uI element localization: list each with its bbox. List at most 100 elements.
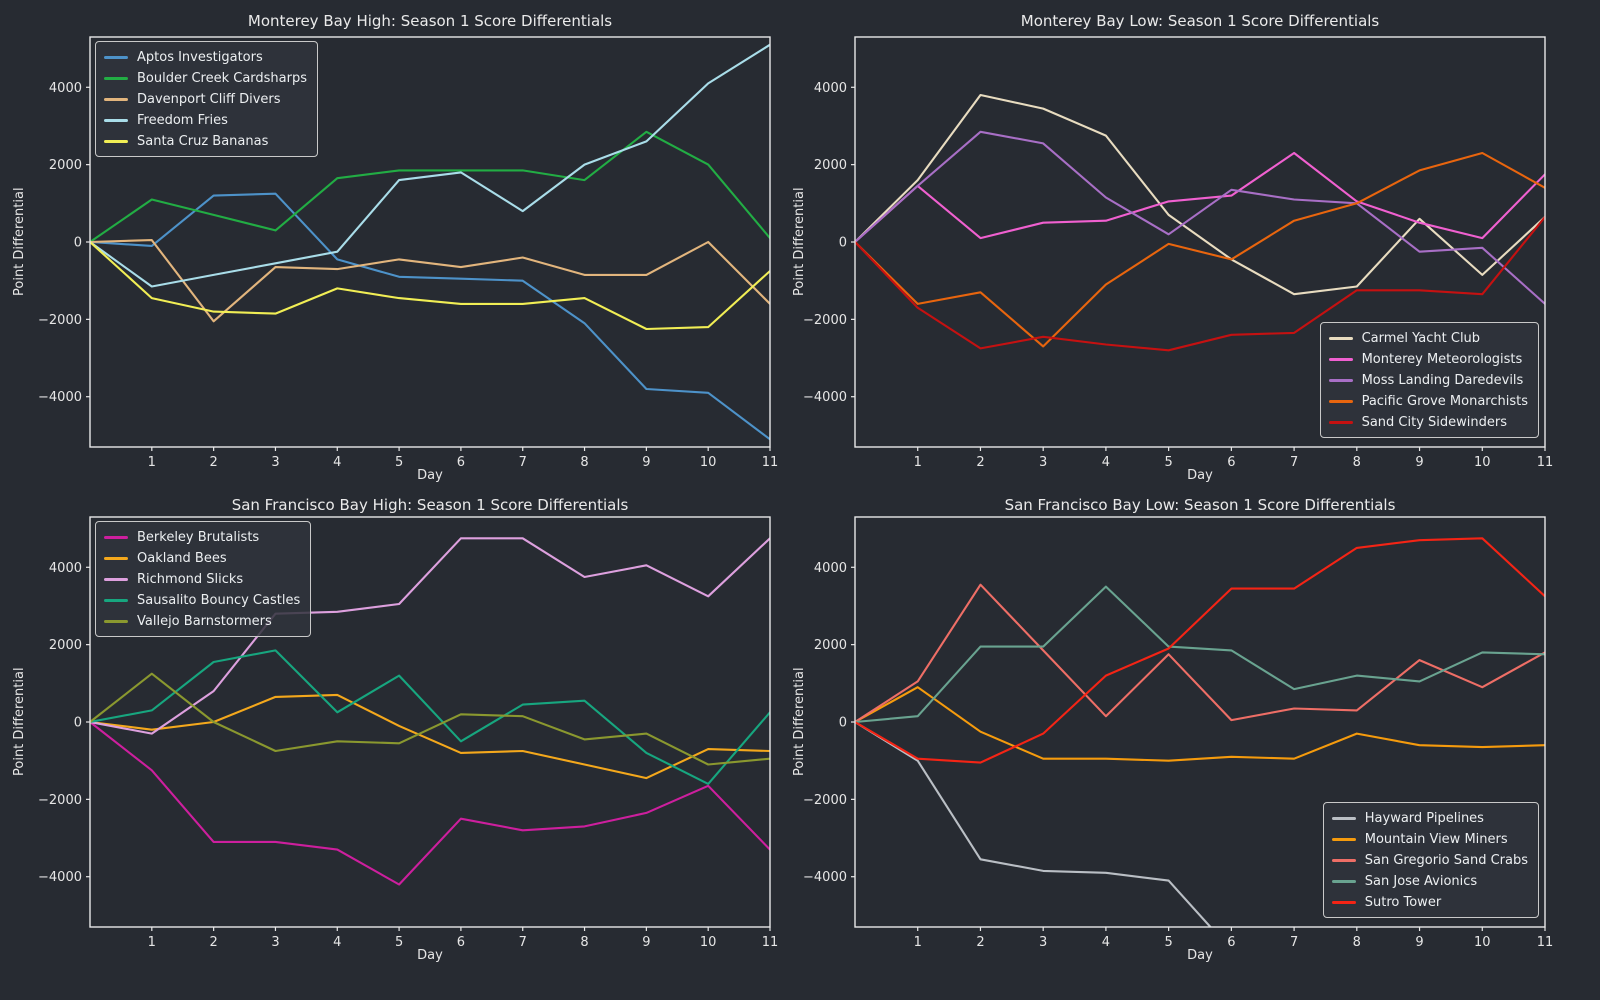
legend-item: Aptos Investigators <box>104 48 307 66</box>
legend-item: Monterey Meteorologists <box>1328 350 1528 368</box>
axes-spines <box>854 516 1546 928</box>
x-tick-label: 6 <box>1227 935 1235 950</box>
series-line <box>90 240 770 331</box>
x-tick-label: 9 <box>1415 935 1423 950</box>
x-axis-label: Day <box>417 468 443 483</box>
x-tick-label: 11 <box>762 935 779 950</box>
legend-swatch <box>104 535 128 539</box>
chart-title: San Francisco Bay Low: Season 1 Score Di… <box>1004 496 1396 514</box>
series-line <box>90 192 770 441</box>
legend-item: Vallejo Barnstormers <box>104 612 300 630</box>
x-tick-label: 3 <box>271 935 279 950</box>
x-tick-label: 10 <box>700 935 717 950</box>
x-tick-label: 3 <box>1039 455 1047 470</box>
x-tick-label: 6 <box>457 935 465 950</box>
plot-area: 1 2 3 4 5 6 7 8 9 10 11 −4000 −2000 0 2000 4000 <box>803 516 1553 950</box>
legend-item: Richmond Slicks <box>104 570 300 588</box>
legend-label: Freedom Fries <box>137 112 228 128</box>
legend-item: Hayward Pipelines <box>1331 809 1528 827</box>
series-line <box>855 537 1545 764</box>
series-line <box>855 130 1545 305</box>
legend-label: Monterey Meteorologists <box>1361 351 1523 367</box>
legend-item: Pacific Grove Monarchists <box>1328 392 1528 410</box>
x-tick-label: 1 <box>914 455 922 470</box>
x-tick-label: 2 <box>976 935 984 950</box>
legend-item: Sutro Tower <box>1331 893 1528 911</box>
legend-swatch <box>1328 399 1353 403</box>
legend-swatch <box>1331 858 1356 862</box>
x-tick-label: 4 <box>1102 455 1110 470</box>
legend-swatch <box>104 577 128 581</box>
legend-swatch <box>1328 378 1353 382</box>
chart-panel-monterey-bay-high: Monterey Bay High: Season 1 Score Differ… <box>0 0 800 500</box>
y-tick-label: −4000 <box>803 870 847 885</box>
y-tick-label: 0 <box>74 716 82 731</box>
y-tick-label: 2000 <box>49 638 82 653</box>
x-tick-label: 1 <box>148 935 156 950</box>
x-tick-label: 6 <box>457 455 465 470</box>
legend-item: San Jose Avionics <box>1331 872 1528 890</box>
legend-item: San Gregorio Sand Crabs <box>1331 851 1528 869</box>
legend-swatch <box>1331 879 1356 883</box>
y-tick-label: −2000 <box>803 793 847 808</box>
x-tick-label: 10 <box>1474 455 1491 470</box>
y-tick-label: −4000 <box>38 870 82 885</box>
x-tick-label: 9 <box>642 455 650 470</box>
legend-swatch <box>1328 336 1353 340</box>
series-line <box>90 537 770 735</box>
axes-spines <box>89 516 771 928</box>
chart-panel-san-francisco-bay-high: San Francisco Bay High: Season 1 Score D… <box>0 496 800 1000</box>
chart-title: San Francisco Bay High: Season 1 Score D… <box>231 496 629 514</box>
legend-swatch <box>1328 357 1353 361</box>
series-line <box>855 151 1545 244</box>
y-tick-label: 4000 <box>814 561 847 576</box>
legend-label: Moss Landing Daredevils <box>1361 372 1524 388</box>
plot-area: 1 2 3 4 5 6 7 8 9 10 11 −4000 −2000 0 2000 4000 <box>38 516 779 950</box>
legend-swatch <box>104 97 128 101</box>
x-axis-label: Day <box>1187 948 1213 963</box>
x-tick-label: 5 <box>1164 935 1172 950</box>
series-line <box>855 585 1545 724</box>
legend-label: Oakland Bees <box>137 550 227 566</box>
legend-label: Hayward Pipelines <box>1364 810 1484 826</box>
x-tick-label: 3 <box>271 455 279 470</box>
legend: Berkeley Brutalists Oakland Bees Richmond … <box>95 521 312 637</box>
series-line <box>855 151 1545 348</box>
y-tick-label: −2000 <box>38 313 82 328</box>
legend-label: Pacific Grove Monarchists <box>1361 393 1528 409</box>
y-tick-label: 0 <box>839 716 847 731</box>
legend-swatch <box>1331 837 1356 841</box>
series-line <box>90 720 770 886</box>
legend-label: Sausalito Bouncy Castles <box>137 592 301 608</box>
legend-label: Santa Cruz Bananas <box>137 133 269 149</box>
x-tick-label: 8 <box>1353 935 1361 950</box>
series-line <box>855 93 1545 296</box>
legend-swatch <box>104 55 128 59</box>
series-line <box>90 130 770 244</box>
legend-label: Aptos Investigators <box>137 49 263 65</box>
series-line <box>90 239 770 323</box>
legend-item: Boulder Creek Cardsharps <box>104 69 307 87</box>
chart-panel-monterey-bay-low: Monterey Bay Low: Season 1 Score Differe… <box>792 0 1600 500</box>
x-tick-label: 2 <box>209 455 217 470</box>
legend-item: Sausalito Bouncy Castles <box>104 591 300 609</box>
legend-label: Davenport Cliff Divers <box>137 91 281 107</box>
x-tick-label: 10 <box>1474 935 1491 950</box>
x-tick-label: 1 <box>914 935 922 950</box>
x-tick-label: 6 <box>1227 455 1235 470</box>
legend-label: Vallejo Barnstormers <box>137 613 272 629</box>
legend-label: Mountain View Miners <box>1364 831 1508 847</box>
legend-item: Davenport Cliff Divers <box>104 90 307 108</box>
legend-item: Freedom Fries <box>104 111 307 129</box>
x-tick-label: 9 <box>1415 455 1423 470</box>
legend-item: Moss Landing Daredevils <box>1328 371 1528 389</box>
legend-label: Sand City Sidewinders <box>1361 414 1507 430</box>
legend-item: Berkeley Brutalists <box>104 528 300 546</box>
y-tick-label: 2000 <box>814 158 847 173</box>
x-tick-label: 7 <box>1290 455 1298 470</box>
x-tick-label: 7 <box>1290 935 1298 950</box>
x-tick-label: 5 <box>395 455 403 470</box>
x-tick-label: 8 <box>580 935 588 950</box>
x-tick-label: 1 <box>148 455 156 470</box>
legend-item: Oakland Bees <box>104 549 300 567</box>
